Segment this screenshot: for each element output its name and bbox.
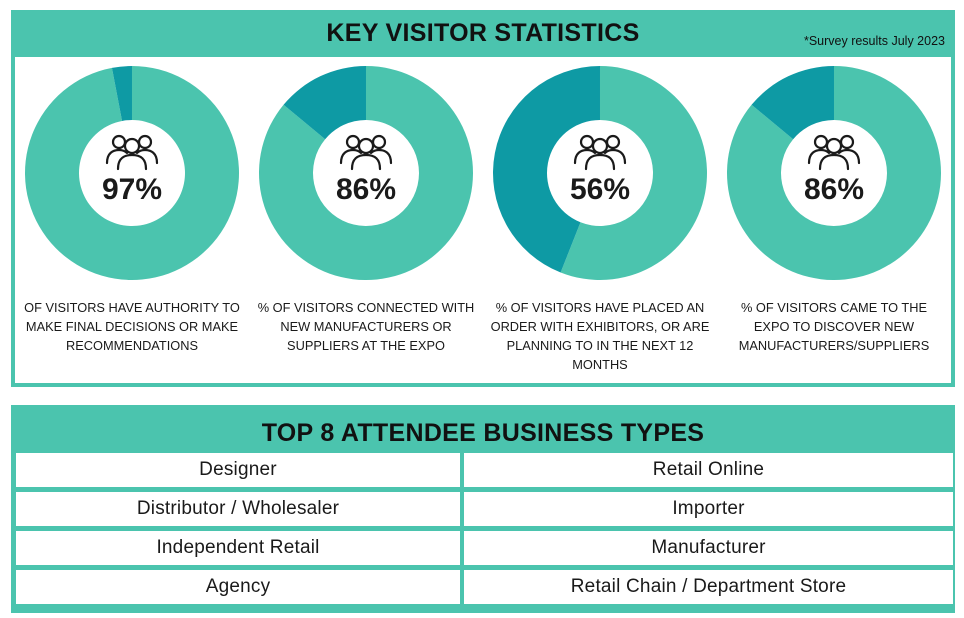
donut-slice-value [25, 66, 239, 280]
stat-column: 56% % OF VISITORS HAVE PLACED AN ORDER WI… [483, 57, 717, 383]
business-type-cell: Distributor / Wholesaler [16, 492, 460, 526]
percentage-label: 97% [101, 173, 163, 206]
stats-title: KEY VISITOR STATISTICS [326, 19, 640, 47]
business-type-cell: Retail Online [464, 453, 953, 487]
key-visitor-statistics-panel: KEY VISITOR STATISTICS *Survey results J… [11, 10, 955, 387]
business-type-cell: Agency [16, 570, 460, 604]
stat-caption: % OF VISITORS HAVE PLACED AN ORDER WITH … [490, 300, 710, 372]
percentage-label: 56% [569, 173, 631, 206]
stat-caption: OF VISITORS HAVE AUTHORITY TO MAKE FINAL… [24, 300, 240, 353]
donut-slice-remainder [111, 66, 132, 121]
stat-column: 97% OF VISITORS HAVE AUTHORITY TO MAKE FI… [15, 57, 249, 383]
donut-chart [727, 66, 941, 280]
business-type-cell: Designer [16, 453, 460, 487]
business-type-cell: Manufacturer [464, 531, 953, 565]
business-types-panel: TOP 8 ATTENDEE BUSINESS TYPES Designer Re… [11, 405, 955, 613]
stat-caption: % OF VISITORS CAME TO THE EXPO TO DISCOV… [738, 300, 930, 353]
business-type-cell: Retail Chain / Department Store [464, 570, 953, 604]
donut-slice-remainder [283, 66, 366, 140]
stat-caption: % OF VISITORS CONNECTED WITH NEW MANUFAC… [257, 300, 475, 353]
people-group-icon [339, 134, 393, 171]
survey-note: *Survey results July 2023 [803, 34, 945, 48]
percentage-label: 86% [803, 173, 865, 206]
percentage-label: 86% [335, 173, 397, 206]
donut-slice-value [259, 66, 473, 280]
donut-chart [259, 66, 473, 280]
stats-header: KEY VISITOR STATISTICS *Survey results J… [11, 10, 955, 57]
people-group-icon [105, 134, 159, 171]
donut-slice-remainder [751, 66, 834, 140]
stat-column: 86% % OF VISITORS CONNECTED WITH NEW MANU… [249, 57, 483, 383]
business-type-cell: Independent Retail [16, 531, 460, 565]
business-type-cell: Importer [464, 492, 953, 526]
people-group-icon [573, 134, 627, 171]
donut-chart [25, 66, 239, 280]
donut-chart [493, 66, 707, 280]
donut-slice-remainder [493, 66, 600, 273]
donut-slice-value [727, 66, 941, 280]
stats-body: 97% OF VISITORS HAVE AUTHORITY TO MAKE FI… [15, 57, 951, 383]
donut-slice-value [560, 66, 707, 280]
people-group-icon [807, 134, 861, 171]
business-types-title: TOP 8 ATTENDEE BUSINESS TYPES [261, 419, 705, 447]
stat-column: 86% % OF VISITORS CAME TO THE EXPO TO DIS… [717, 57, 951, 383]
